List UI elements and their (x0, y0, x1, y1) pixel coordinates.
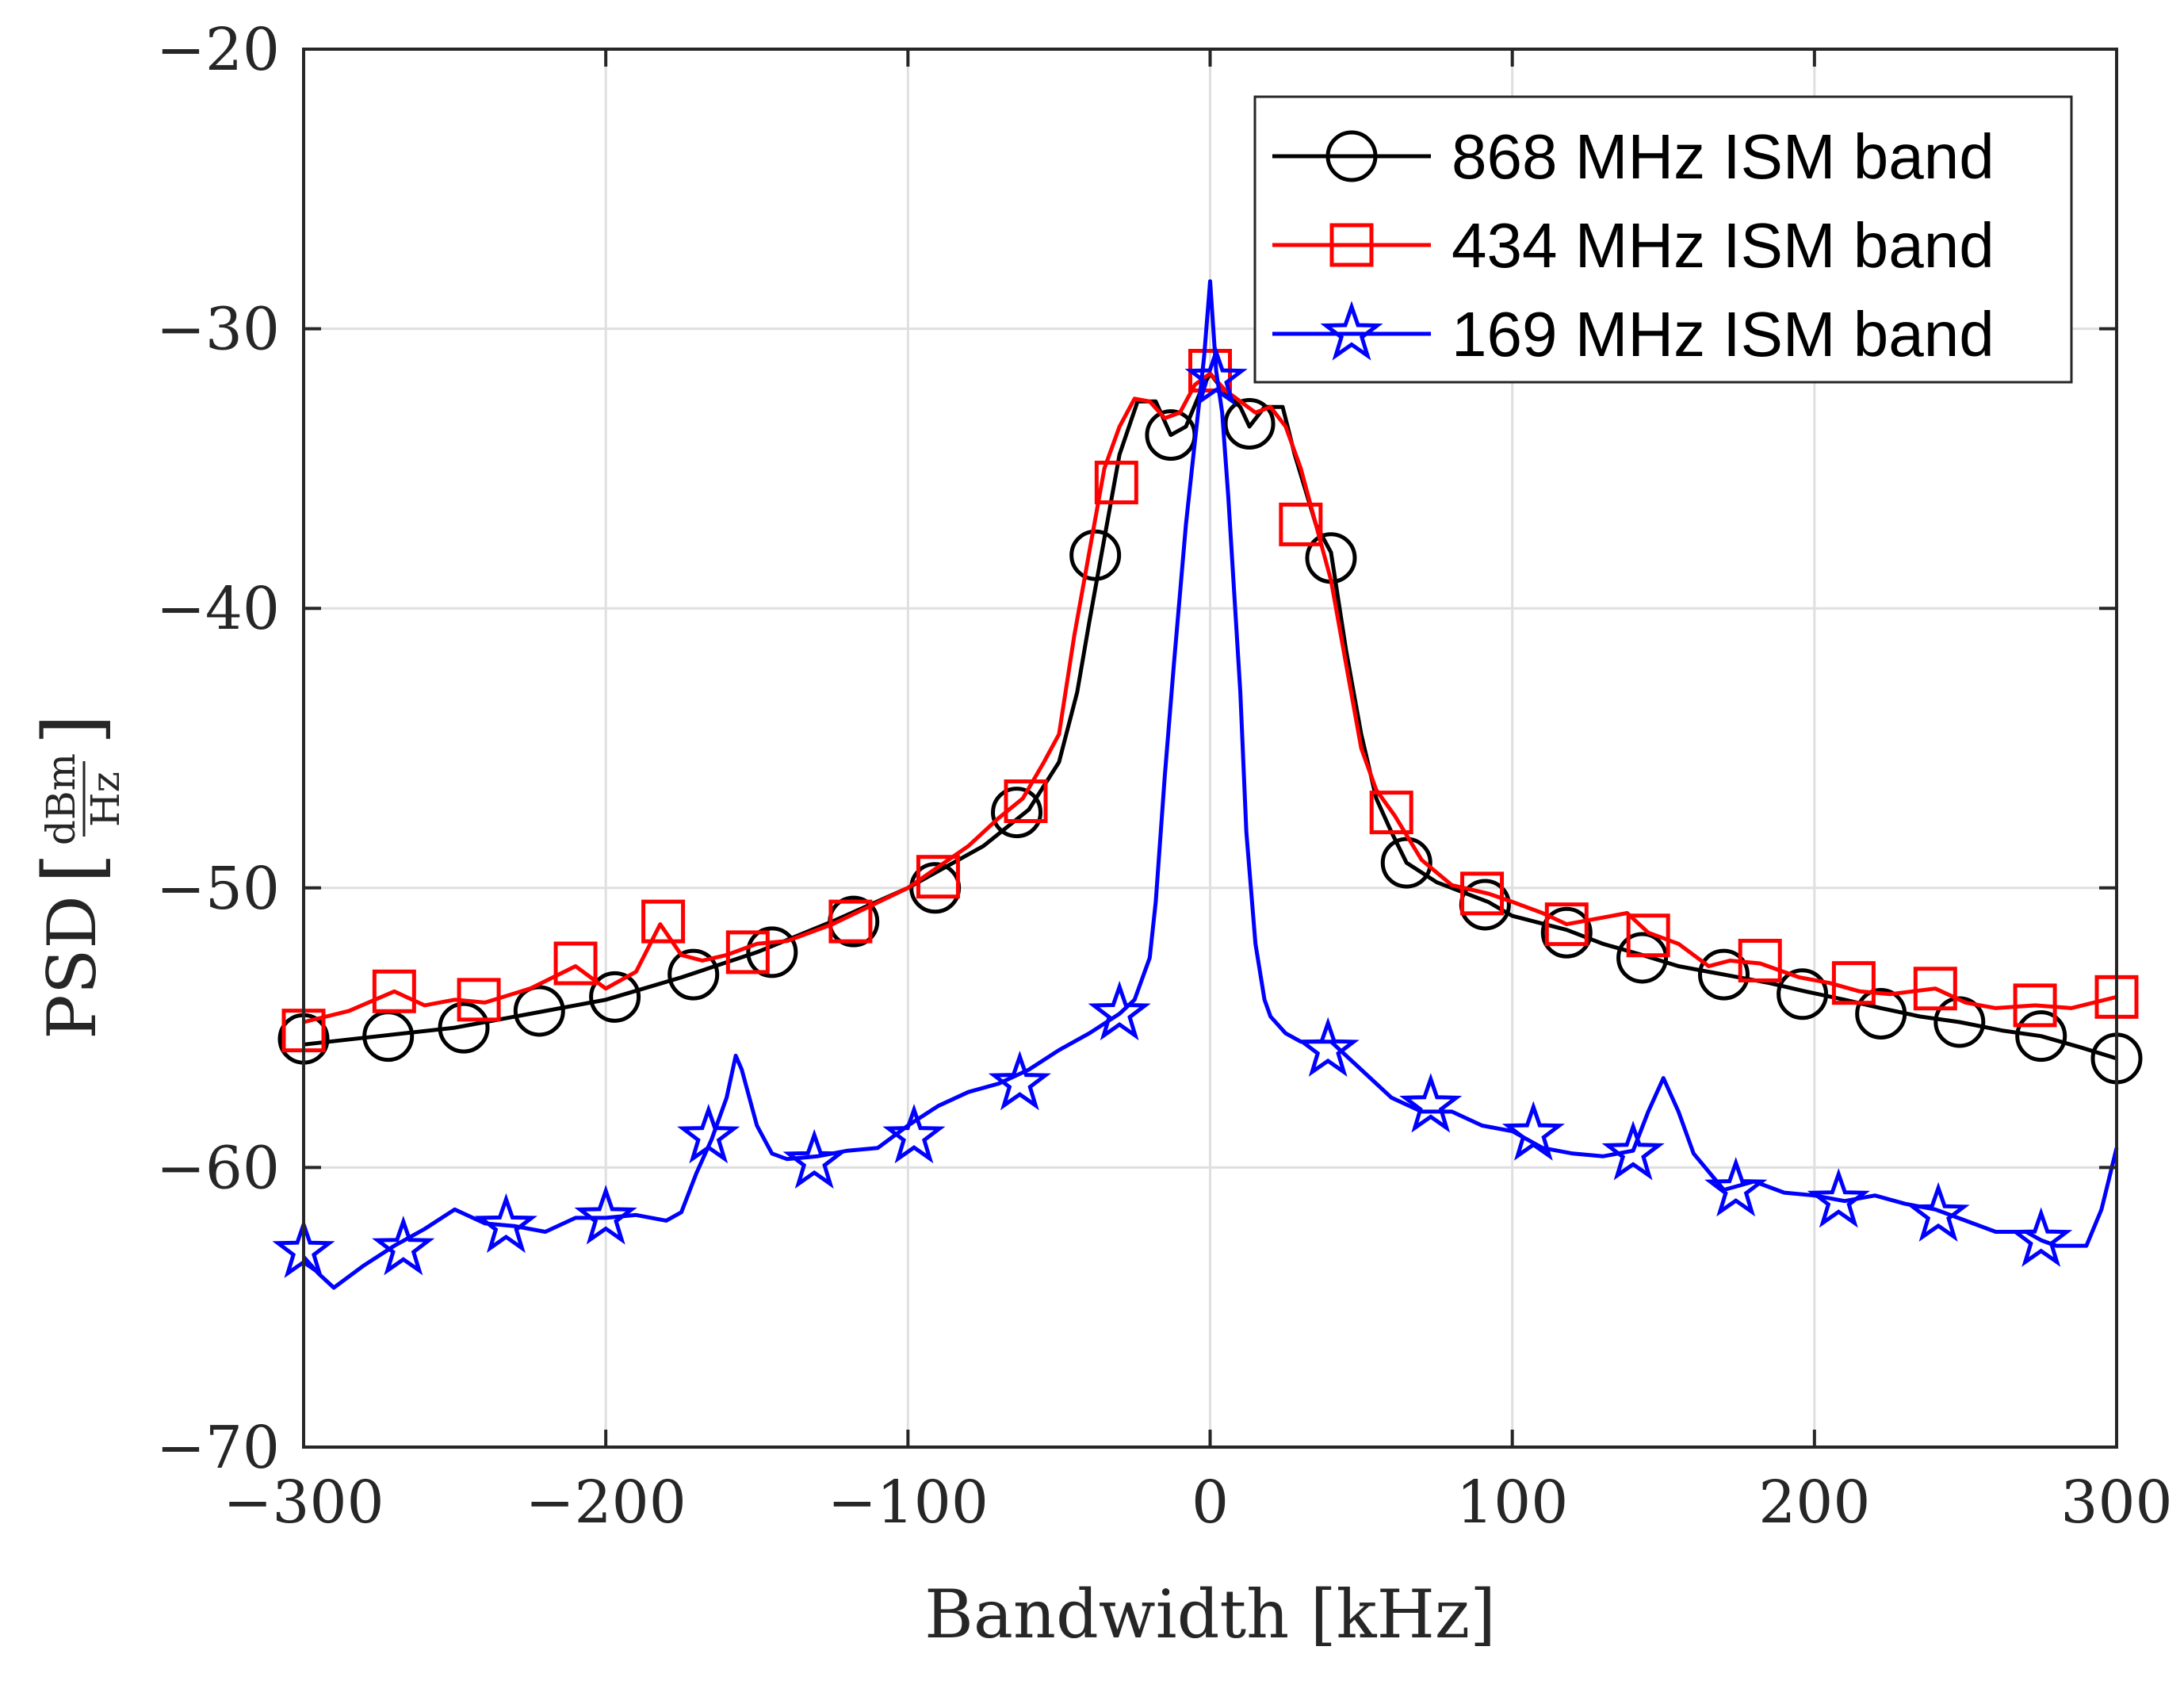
series-marker (1907, 1181, 1970, 1242)
y-axis-unit-numerator: dBm (38, 753, 84, 845)
series-marker (1380, 837, 1432, 889)
x-tick-label: −200 (526, 1468, 687, 1537)
series-marker (1501, 1101, 1565, 1161)
y-tick-label: −40 (156, 575, 280, 643)
series-marker (1460, 871, 1505, 916)
series-marker (1296, 1017, 1360, 1077)
series-marker (1279, 502, 1323, 546)
series-marker (574, 1185, 637, 1245)
data-series (272, 279, 2143, 1290)
y-axis-unit-open-bracket: [ (26, 852, 119, 883)
x-tick-label: −300 (223, 1468, 384, 1537)
series-marker (667, 948, 720, 1001)
series-marker (677, 1103, 740, 1164)
series-marker (2010, 1207, 2073, 1267)
series-marker (438, 1001, 490, 1054)
legend-marker (1325, 130, 1378, 182)
series-line (302, 279, 2119, 1290)
x-tick-label: 200 (1758, 1468, 1870, 1537)
legend-marker (1329, 223, 1374, 267)
legend-label: 868 MHz ISM band (1452, 121, 1995, 192)
series-marker (1540, 906, 1593, 959)
series-marker (553, 941, 598, 986)
series-marker (457, 978, 501, 1022)
series-marker (589, 971, 641, 1023)
series-marker (1223, 397, 1276, 450)
legend-label: 169 MHz ISM band (1452, 299, 1995, 370)
y-tick-label: −30 (156, 296, 280, 364)
series-marker (882, 1103, 946, 1164)
series-marker (2015, 1010, 2067, 1063)
series-marker (1399, 1073, 1463, 1133)
series-marker (1616, 932, 1669, 984)
series-marker (1088, 980, 1151, 1041)
x-tick-label: 300 (2060, 1468, 2172, 1537)
series-marker (1913, 967, 1957, 1011)
y-tick-label: −60 (156, 1134, 280, 1202)
x-tick-label: −100 (828, 1468, 989, 1537)
series-marker (1069, 529, 1122, 581)
series-marker (1626, 913, 1670, 958)
x-axis-label: Bandwidth [kHz] (924, 1576, 1496, 1653)
series-marker (372, 969, 416, 1013)
series-marker (1855, 987, 1907, 1040)
series-2 (272, 279, 2119, 1290)
series-1 (281, 348, 2139, 1053)
y-tick-label: −70 (156, 1414, 280, 1482)
series-marker (725, 930, 770, 975)
series-marker (1807, 1168, 1870, 1228)
series-marker (828, 899, 873, 944)
series-marker (641, 899, 686, 944)
y-axis-label-prefix: PSD (33, 895, 111, 1039)
series-marker (1777, 968, 1829, 1020)
legend: 868 MHz ISM band 434 MHz ISM band 169 MHz … (1253, 95, 2073, 384)
x-tick-label: 0 (1191, 1468, 1229, 1537)
series-marker (988, 1050, 1051, 1111)
series-marker (1369, 791, 1413, 835)
y-axis-unit-denominator: Hz (82, 772, 128, 827)
series-marker (2013, 983, 2057, 1028)
series-marker (474, 1193, 537, 1254)
y-tick-label: −50 (156, 855, 280, 923)
series-line (303, 371, 2117, 1024)
y-axis-unit-close-bracket: ] (26, 714, 119, 745)
series-marker (513, 985, 565, 1037)
y-axis-label: PSD [ dBm Hz ] (26, 714, 128, 1039)
series-marker (1697, 948, 1750, 1001)
series-marker (1004, 779, 1048, 823)
series-marker (1831, 961, 1876, 1005)
series-marker (1601, 1120, 1665, 1181)
series-marker (1094, 461, 1138, 505)
x-tick-label: 100 (1456, 1468, 1568, 1537)
y-tick-label: −20 (156, 16, 280, 84)
legend-label: 434 MHz ISM band (1452, 210, 1995, 281)
series-marker (782, 1128, 846, 1189)
legend-marker (1320, 301, 1383, 361)
series-marker (916, 855, 960, 899)
axis-ticks: −300 −200 −100 0 100 200 300 −70 −60 −50 −40 −30 −20 (156, 16, 2173, 1537)
series-marker (1704, 1156, 1768, 1217)
series-marker (372, 1216, 435, 1276)
series-marker (1738, 938, 1782, 982)
series-marker (991, 787, 1043, 839)
series-marker (746, 926, 798, 978)
series-marker (1544, 902, 1589, 947)
series-marker (1184, 346, 1248, 406)
